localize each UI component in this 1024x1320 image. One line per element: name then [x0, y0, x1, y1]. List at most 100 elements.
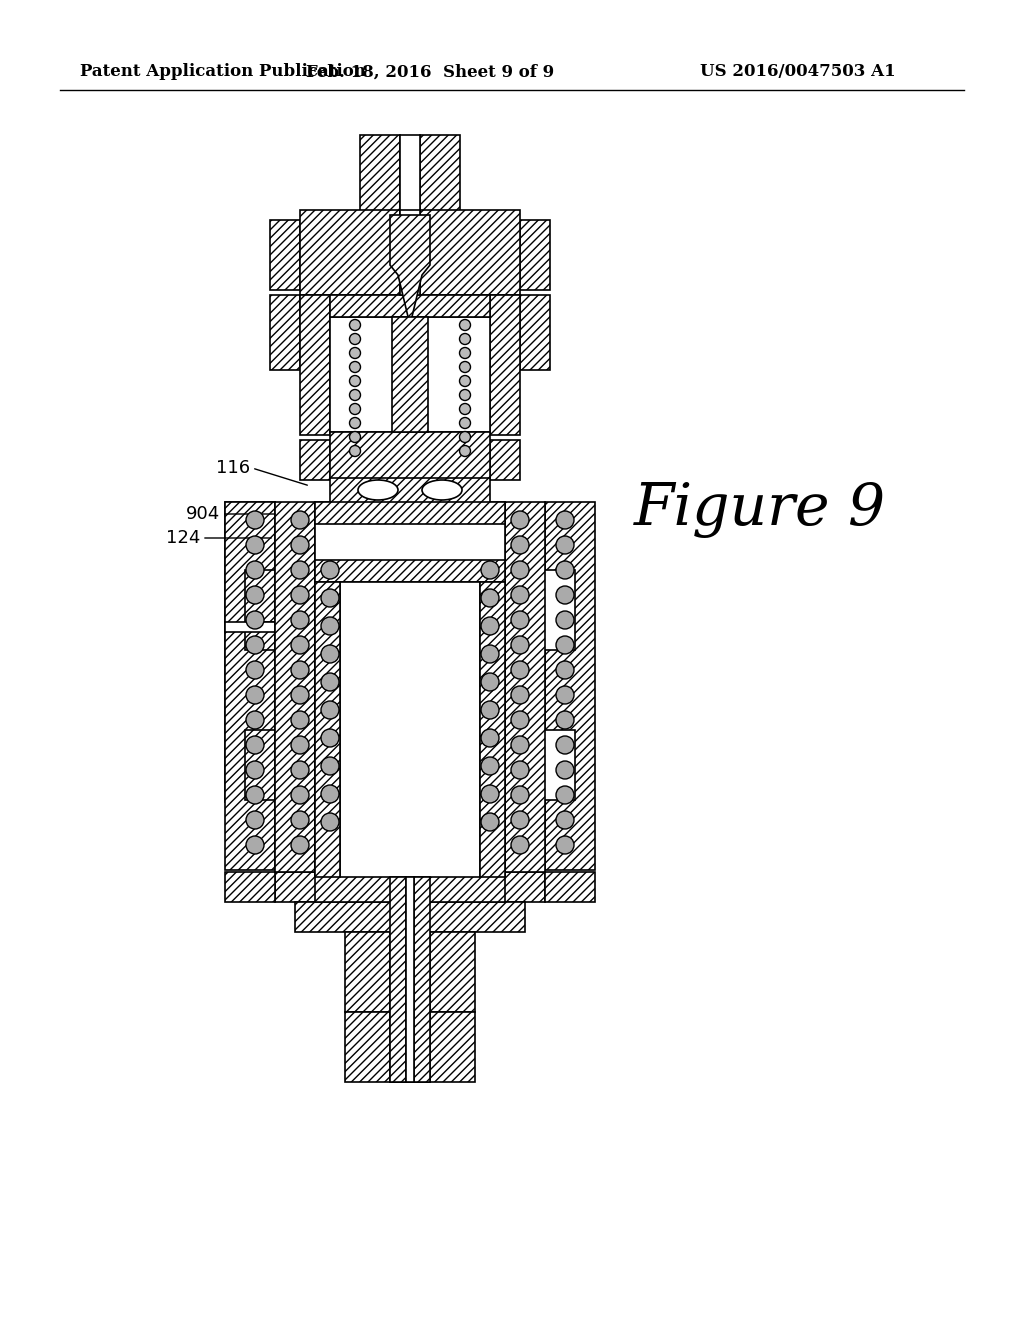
Circle shape — [349, 404, 360, 414]
Circle shape — [556, 711, 574, 729]
Circle shape — [511, 586, 529, 605]
Circle shape — [556, 785, 574, 804]
Circle shape — [321, 701, 339, 719]
Bar — [315, 582, 340, 876]
Bar — [406, 876, 414, 1082]
Circle shape — [556, 686, 574, 704]
Bar — [315, 502, 505, 876]
Circle shape — [556, 762, 574, 779]
Circle shape — [556, 536, 574, 554]
Circle shape — [246, 762, 264, 779]
Circle shape — [481, 616, 499, 635]
Bar — [270, 294, 300, 370]
Circle shape — [291, 561, 309, 579]
Circle shape — [321, 561, 339, 579]
Circle shape — [321, 729, 339, 747]
Circle shape — [246, 636, 264, 653]
Circle shape — [511, 511, 529, 529]
Bar — [270, 220, 300, 290]
Circle shape — [321, 756, 339, 775]
Bar — [300, 440, 330, 480]
Circle shape — [511, 536, 529, 554]
Circle shape — [321, 785, 339, 803]
Bar — [360, 135, 400, 215]
Circle shape — [511, 762, 529, 779]
Ellipse shape — [422, 480, 462, 500]
Circle shape — [246, 611, 264, 630]
Circle shape — [481, 645, 499, 663]
Circle shape — [321, 616, 339, 635]
Circle shape — [349, 417, 360, 429]
Bar — [490, 440, 520, 480]
Circle shape — [349, 334, 360, 345]
Bar — [420, 135, 460, 215]
Circle shape — [511, 561, 529, 579]
Circle shape — [246, 711, 264, 729]
Circle shape — [511, 686, 529, 704]
Circle shape — [460, 446, 470, 457]
Circle shape — [349, 319, 360, 330]
Circle shape — [511, 737, 529, 754]
Circle shape — [246, 810, 264, 829]
Text: 904: 904 — [185, 506, 220, 523]
Text: 118: 118 — [412, 631, 446, 649]
Bar — [315, 582, 505, 876]
Circle shape — [556, 611, 574, 630]
Circle shape — [246, 536, 264, 554]
Bar — [400, 135, 420, 215]
Bar — [390, 1012, 430, 1082]
Bar — [520, 220, 550, 290]
Circle shape — [246, 737, 264, 754]
Bar — [340, 582, 480, 876]
Bar — [295, 902, 525, 932]
Polygon shape — [390, 215, 430, 325]
Bar — [330, 432, 490, 480]
Bar — [330, 294, 490, 317]
Circle shape — [291, 836, 309, 854]
Circle shape — [349, 347, 360, 359]
Text: Feb. 18, 2016  Sheet 9 of 9: Feb. 18, 2016 Sheet 9 of 9 — [306, 63, 554, 81]
Circle shape — [291, 785, 309, 804]
Text: 124: 124 — [166, 529, 200, 546]
Circle shape — [291, 810, 309, 829]
Circle shape — [349, 389, 360, 400]
Circle shape — [291, 636, 309, 653]
Circle shape — [460, 334, 470, 345]
Circle shape — [291, 511, 309, 529]
Text: Figure 9: Figure 9 — [634, 482, 886, 539]
Circle shape — [481, 673, 499, 690]
Circle shape — [349, 362, 360, 372]
Circle shape — [511, 636, 529, 653]
Circle shape — [481, 729, 499, 747]
Bar — [400, 210, 420, 294]
Circle shape — [460, 389, 470, 400]
Circle shape — [246, 785, 264, 804]
Bar — [275, 873, 545, 902]
Bar — [225, 711, 275, 803]
Bar — [390, 876, 406, 1082]
Circle shape — [246, 836, 264, 854]
Circle shape — [481, 701, 499, 719]
Circle shape — [511, 836, 529, 854]
Circle shape — [556, 561, 574, 579]
Bar — [315, 502, 505, 524]
Bar — [315, 873, 505, 902]
Circle shape — [511, 611, 529, 630]
Circle shape — [246, 511, 264, 529]
Bar — [520, 294, 550, 370]
Circle shape — [291, 737, 309, 754]
Bar — [545, 873, 595, 902]
Bar — [225, 622, 275, 632]
Circle shape — [481, 561, 499, 579]
Text: 116: 116 — [216, 459, 250, 477]
Circle shape — [291, 661, 309, 678]
Circle shape — [556, 636, 574, 653]
Circle shape — [246, 586, 264, 605]
Bar — [420, 210, 520, 294]
Circle shape — [291, 762, 309, 779]
Circle shape — [511, 785, 529, 804]
Bar — [225, 873, 275, 902]
Circle shape — [349, 432, 360, 442]
Circle shape — [460, 362, 470, 372]
Circle shape — [556, 810, 574, 829]
